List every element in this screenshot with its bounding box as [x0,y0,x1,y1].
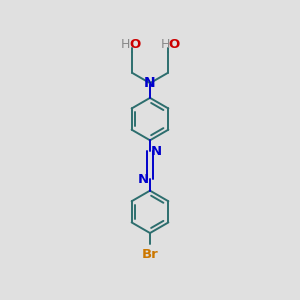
Text: N: N [144,76,156,90]
Text: H: H [121,38,130,51]
Text: N: N [151,145,162,158]
Text: O: O [129,38,140,51]
Text: N: N [138,173,149,186]
Text: Br: Br [142,248,158,261]
Text: O: O [169,38,180,51]
Text: H: H [161,38,170,51]
